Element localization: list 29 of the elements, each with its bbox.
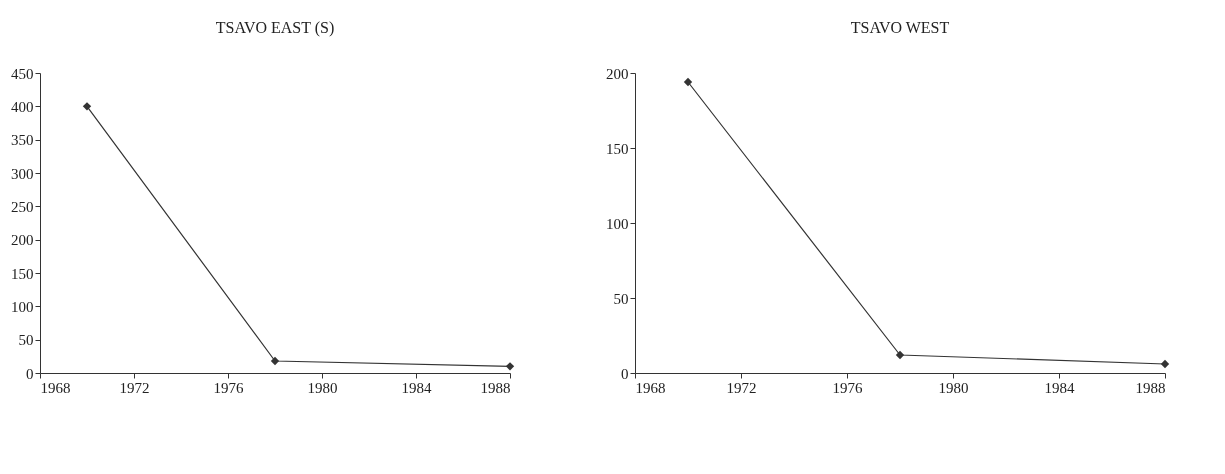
y-tick-label: 150 — [11, 265, 34, 282]
y-tick-label: 100 — [606, 215, 629, 232]
x-tick-label: 1988 — [480, 379, 511, 396]
x-tick-label: 1968 — [635, 379, 666, 396]
y-tick-label: 100 — [11, 298, 34, 315]
y-tick-label: 400 — [11, 98, 34, 115]
y-tick-label: 0 — [621, 365, 629, 382]
x-tick-label: 1972 — [119, 379, 150, 396]
y-tick-label: 450 — [11, 65, 34, 82]
chart-title: TSAVO EAST (S) — [215, 19, 335, 37]
y-tick-label: 250 — [11, 198, 34, 215]
y-tick-label: 350 — [11, 132, 34, 149]
y-tick-label: 50 — [18, 332, 34, 349]
x-tick-label: 1980 — [938, 379, 969, 396]
y-tick-label: 0 — [26, 365, 34, 382]
x-tick-label: 1968 — [40, 379, 71, 396]
x-tick-label: 1984 — [1044, 379, 1075, 396]
x-tick-label: 1976 — [832, 379, 863, 396]
x-tick-label: 1972 — [726, 379, 757, 396]
y-tick-label: 300 — [11, 165, 34, 182]
y-tick-label: 50 — [613, 290, 629, 307]
y-tick-label: 200 — [606, 65, 629, 82]
chart-title: TSAVO WEST — [850, 19, 950, 36]
y-tick-label: 150 — [606, 140, 629, 157]
x-tick-label: 1976 — [213, 379, 244, 396]
y-tick-label: 200 — [11, 232, 34, 249]
x-tick-label: 1980 — [307, 379, 338, 396]
x-tick-label: 1988 — [1135, 379, 1166, 396]
x-tick-label: 1984 — [401, 379, 432, 396]
